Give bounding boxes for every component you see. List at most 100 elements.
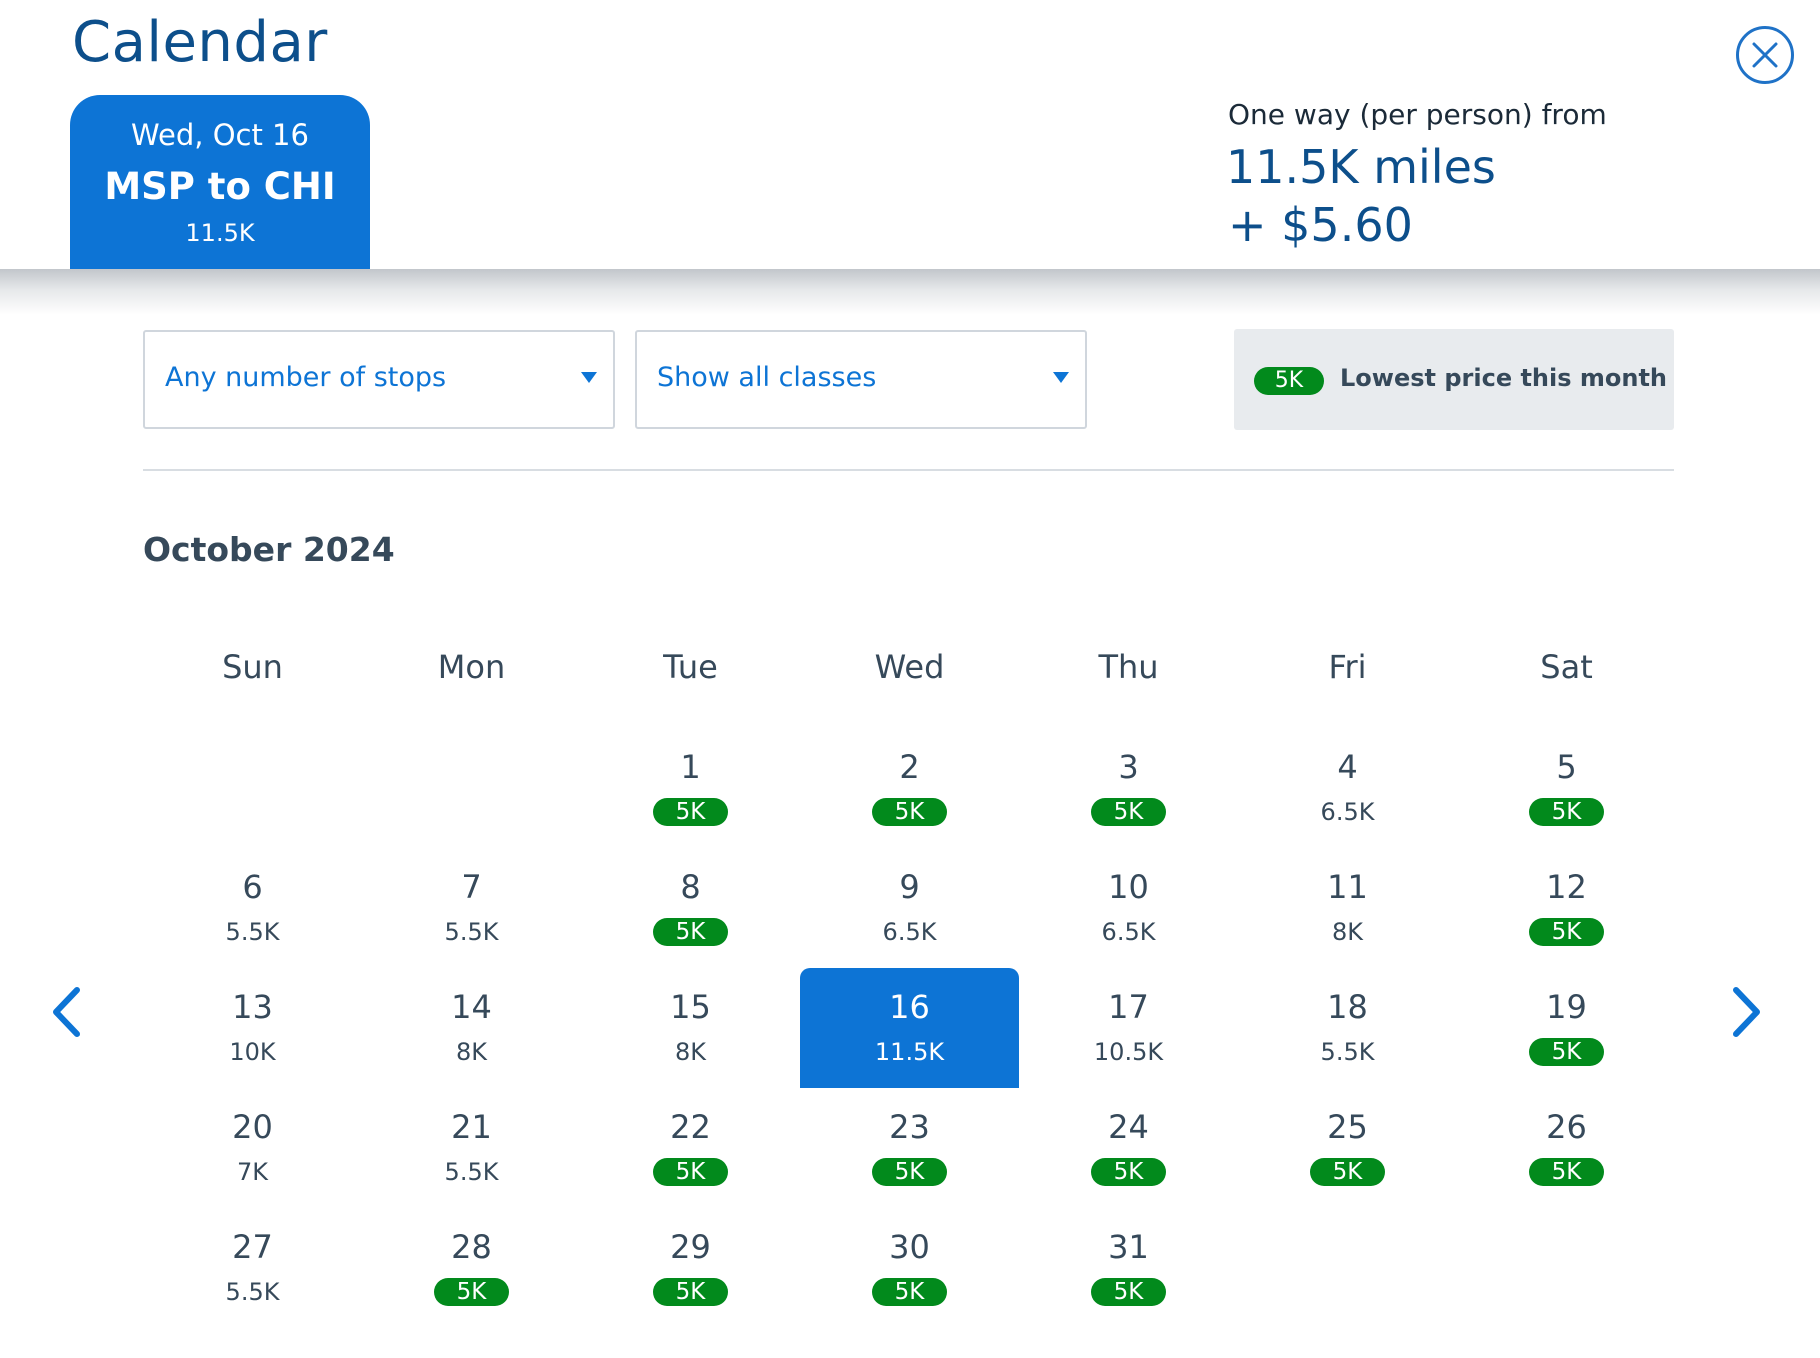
day-number: 21 <box>451 1108 492 1146</box>
day-cell[interactable]: 3 5K <box>1019 728 1238 848</box>
month-title: October 2024 <box>143 530 395 569</box>
calendar-header: Calendar Wed, Oct 16 MSP to CHI 11.5K On… <box>0 0 1820 269</box>
day-number: 16 <box>889 988 930 1026</box>
lowest-price-badge: 5K <box>1529 1038 1604 1066</box>
day-number: 18 <box>1327 988 1368 1026</box>
day-price: 8K <box>1331 918 1363 946</box>
day-cell[interactable]: 18 5.5K <box>1238 968 1457 1088</box>
day-number: 23 <box>889 1108 930 1146</box>
legend-text: Lowest price this month <box>1340 364 1668 392</box>
day-cell[interactable]: 20 7K <box>143 1088 362 1208</box>
day-number: 15 <box>670 988 711 1026</box>
day-price: 8K <box>674 1038 706 1066</box>
day-price: 6.5K <box>1320 798 1375 826</box>
day-cell[interactable]: 12 5K <box>1457 848 1676 968</box>
day-cell[interactable]: 25 5K <box>1238 1088 1457 1208</box>
day-number: 25 <box>1327 1108 1368 1146</box>
lowest-price-badge: 5K <box>1529 798 1604 826</box>
caret-down-icon <box>581 372 597 383</box>
weekday-label: Fri <box>1328 648 1367 686</box>
day-cell[interactable]: 17 10.5K <box>1019 968 1238 1088</box>
lowest-price-badge: 5K <box>653 798 728 826</box>
day-cell[interactable]: 9 6.5K <box>800 848 1019 968</box>
day-cell[interactable]: 7 5.5K <box>362 848 581 968</box>
close-button[interactable] <box>1736 26 1794 84</box>
day-cell[interactable]: 16 11.5K <box>800 968 1019 1088</box>
day-number: 11 <box>1327 868 1368 906</box>
day-number: 13 <box>232 988 273 1026</box>
day-cell[interactable]: 19 5K <box>1457 968 1676 1088</box>
day-number: 1 <box>680 748 701 786</box>
chevron-right-icon <box>1733 987 1760 1037</box>
weekday-label: Sat <box>1540 648 1593 686</box>
day-cell[interactable]: 10 6.5K <box>1019 848 1238 968</box>
day-cell[interactable]: 30 5K <box>800 1208 1019 1328</box>
lowest-price-badge: 5K <box>1310 1158 1385 1186</box>
lowest-price-badge: 5K <box>653 1158 728 1186</box>
trip-tab[interactable]: Wed, Oct 16 MSP to CHI 11.5K <box>70 95 370 269</box>
divider <box>143 469 1674 471</box>
lowest-price-badge: 5K <box>872 798 947 826</box>
day-cell[interactable]: 21 5.5K <box>362 1088 581 1208</box>
day-cell[interactable]: 5 5K <box>1457 728 1676 848</box>
day-cell[interactable]: 8 5K <box>581 848 800 968</box>
lowest-price-badge: 5K <box>1091 798 1166 826</box>
fare-cash: + $5.60 <box>1228 198 1413 252</box>
stops-dropdown-value: Any number of stops <box>165 362 447 393</box>
price-legend: 5K Lowest price this month <box>1234 329 1674 430</box>
day-number: 27 <box>232 1228 273 1266</box>
day-cell[interactable]: 28 5K <box>362 1208 581 1328</box>
lowest-price-badge: 5K <box>434 1278 509 1306</box>
day-cell[interactable]: 22 5K <box>581 1088 800 1208</box>
day-number: 19 <box>1546 988 1587 1026</box>
page-title: Calendar <box>72 10 328 75</box>
day-cell[interactable]: 6 5.5K <box>143 848 362 968</box>
close-icon <box>1752 42 1778 68</box>
next-month-button[interactable] <box>1725 982 1769 1042</box>
day-cell[interactable]: 11 8K <box>1238 848 1457 968</box>
day-price: 10K <box>229 1038 276 1066</box>
day-number: 6 <box>242 868 263 906</box>
lowest-price-badge: 5K <box>1091 1158 1166 1186</box>
previous-month-button[interactable] <box>44 982 88 1042</box>
classes-dropdown[interactable]: Show all classes <box>635 330 1087 429</box>
day-number: 9 <box>899 868 920 906</box>
day-number: 28 <box>451 1228 492 1266</box>
day-number: 12 <box>1546 868 1587 906</box>
day-cell[interactable]: 27 5.5K <box>143 1208 362 1328</box>
weekday-label: Tue <box>663 648 718 686</box>
day-cell[interactable]: 31 5K <box>1019 1208 1238 1328</box>
fare-miles: 11.5K miles <box>1226 140 1496 194</box>
day-price: 11.5K <box>874 1038 945 1066</box>
day-number: 22 <box>670 1108 711 1146</box>
stops-dropdown[interactable]: Any number of stops <box>143 330 615 429</box>
day-number: 5 <box>1556 748 1577 786</box>
lowest-price-badge: 5K <box>1529 1158 1604 1186</box>
day-cell[interactable]: 14 8K <box>362 968 581 1088</box>
trip-date: Wed, Oct 16 <box>131 118 309 152</box>
day-price: 5.5K <box>1320 1038 1375 1066</box>
lowest-price-badge: 5K <box>872 1158 947 1186</box>
day-cell[interactable]: 15 8K <box>581 968 800 1088</box>
header-shadow <box>0 269 1820 315</box>
day-cell[interactable]: 4 6.5K <box>1238 728 1457 848</box>
day-cell[interactable]: 1 5K <box>581 728 800 848</box>
day-cell[interactable]: 24 5K <box>1019 1088 1238 1208</box>
day-cell[interactable]: 13 10K <box>143 968 362 1088</box>
day-cell[interactable]: 26 5K <box>1457 1088 1676 1208</box>
weekday-label: Sun <box>222 648 283 686</box>
day-cell[interactable]: 2 5K <box>800 728 1019 848</box>
day-number: 24 <box>1108 1108 1149 1146</box>
weekday-label: Wed <box>874 648 945 686</box>
day-number: 3 <box>1118 748 1139 786</box>
caret-down-icon <box>1053 372 1069 383</box>
fare-label: One way (per person) from <box>1228 98 1607 131</box>
day-cell[interactable]: 23 5K <box>800 1088 1019 1208</box>
lowest-price-badge: 5K <box>653 1278 728 1306</box>
classes-dropdown-value: Show all classes <box>657 362 877 393</box>
day-price: 5.5K <box>444 1158 499 1186</box>
day-cell[interactable]: 29 5K <box>581 1208 800 1328</box>
day-number: 10 <box>1108 868 1149 906</box>
lowest-price-badge: 5K <box>653 918 728 946</box>
day-number: 30 <box>889 1228 930 1266</box>
